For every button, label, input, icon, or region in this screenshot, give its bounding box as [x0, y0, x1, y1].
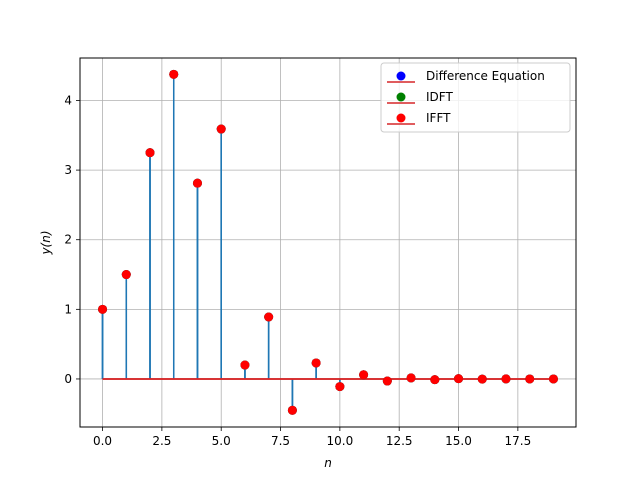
y-tick-label: 3: [64, 163, 72, 177]
markers: [98, 69, 558, 415]
stem-marker: [525, 374, 535, 384]
stem-marker: [406, 373, 416, 383]
stem-marker: [430, 375, 440, 385]
stem-marker: [287, 405, 297, 415]
stem-marker: [264, 312, 274, 322]
stem-marker: [216, 124, 226, 134]
x-tick-label: 15.0: [445, 434, 472, 448]
plot-frame: [79, 57, 577, 428]
ticks: 0.0 2.5 5.0 7.5 10.0 12.5 15.0 17.5 0 1 2 3 4: [64, 93, 531, 448]
stem-marker: [98, 304, 108, 314]
x-tick-label: 7.5: [271, 434, 290, 448]
stem-marker: [311, 358, 321, 368]
legend-label-idft: IDFT: [426, 90, 453, 104]
stem-marker: [454, 374, 464, 384]
y-tick-label: 0: [64, 372, 72, 386]
x-tick-label: 10.0: [327, 434, 354, 448]
stem-marker: [335, 382, 345, 392]
stem-marker: [240, 360, 250, 370]
legend-box: [380, 62, 571, 133]
stem-marker: [548, 374, 558, 384]
legend-label-ifft: IFFT: [426, 111, 451, 125]
y-tick-label: 1: [64, 302, 72, 316]
stem-marker: [121, 270, 131, 280]
y-axis-label: y(n): [39, 230, 53, 255]
stem-marker: [359, 370, 369, 380]
x-tick-label: 17.5: [504, 434, 531, 448]
legend-handle-marker: [396, 92, 406, 102]
legend: Difference Equation IDFT IFFT: [380, 62, 571, 133]
legend-handle-marker: [396, 71, 406, 81]
stem-marker: [145, 148, 155, 158]
stem-marker: [382, 376, 392, 386]
stem-marker: [192, 178, 202, 188]
x-tick-label: 5.0: [212, 434, 231, 448]
stem-marker: [169, 69, 179, 79]
x-tick-label: 2.5: [152, 434, 171, 448]
y-tick-label: 2: [64, 233, 72, 247]
x-tick-label: 12.5: [386, 434, 413, 448]
legend-handle-marker: [396, 113, 406, 123]
stem-marker: [501, 374, 511, 384]
stem-marker: [477, 374, 487, 384]
x-axis-label: n: [324, 456, 332, 470]
legend-label-difference-equation: Difference Equation: [426, 69, 545, 83]
y-tick-label: 4: [64, 93, 72, 107]
x-tick-label: 0.0: [93, 434, 112, 448]
